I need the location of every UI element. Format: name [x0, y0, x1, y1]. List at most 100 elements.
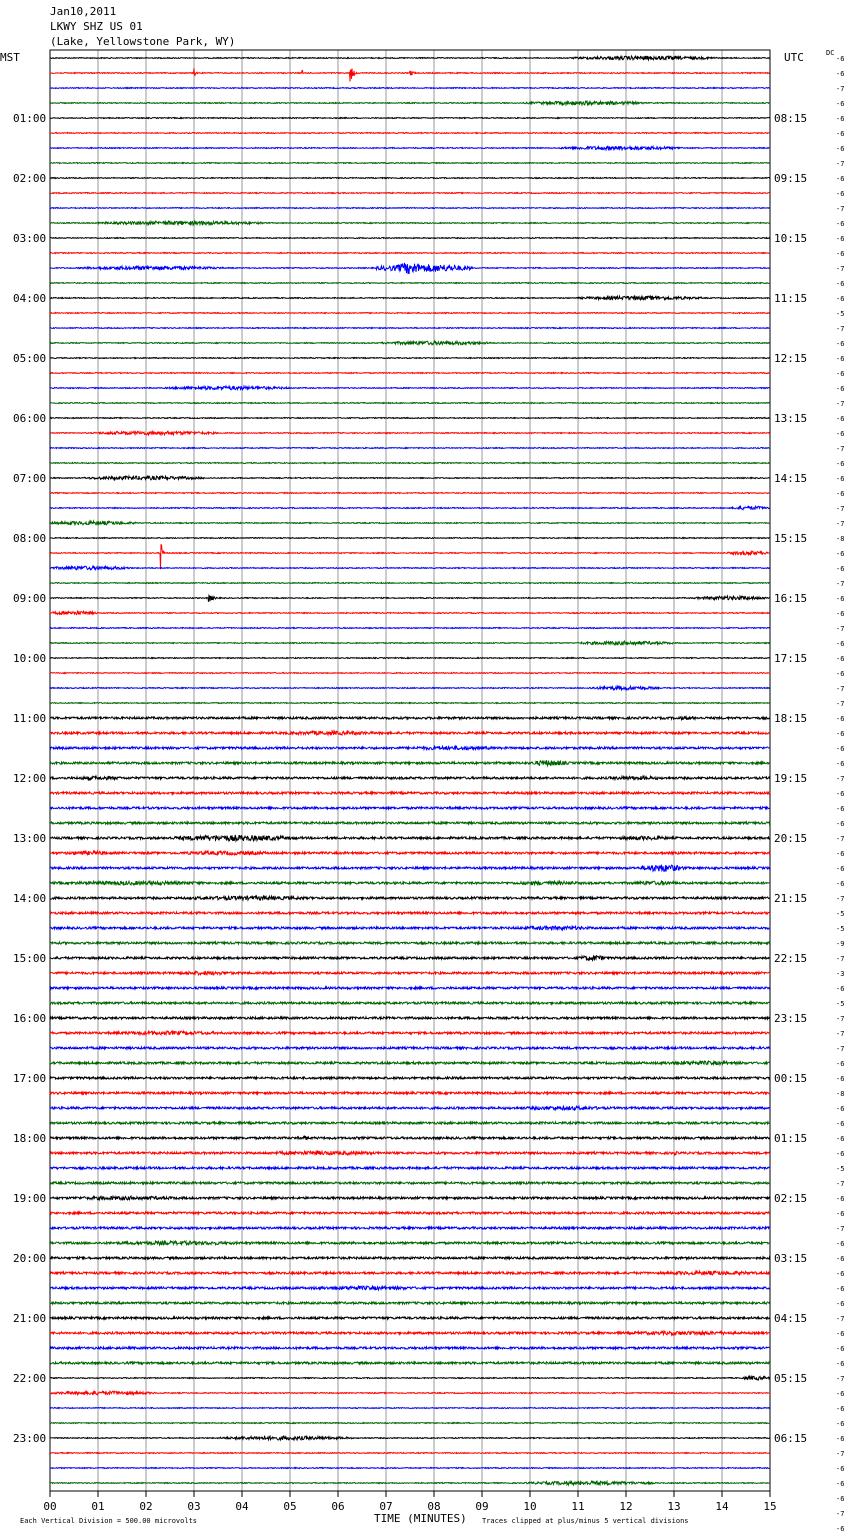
dc-value: -8: [836, 535, 844, 543]
right-hour-label: 16:15: [774, 592, 807, 605]
trace-row-18: [49, 326, 771, 330]
trace-row-51: [49, 820, 771, 826]
trace-row-91: [49, 1421, 771, 1425]
dc-value: -6: [836, 1195, 844, 1203]
trace-row-24: [49, 416, 771, 420]
dc-value: -7: [836, 1375, 844, 1383]
dc-value: -6: [836, 760, 844, 768]
left-hour-label: 03:00: [13, 232, 46, 245]
dc-value: -6: [836, 1120, 844, 1128]
trace-row-81: [49, 1269, 771, 1277]
trace-row-40: [49, 656, 771, 660]
trace-row-60: [49, 954, 771, 962]
left-hour-label: 14:00: [13, 892, 46, 905]
trace-row-31: [49, 519, 771, 527]
trace-row-36: [49, 593, 771, 602]
trace-row-7: [49, 161, 771, 165]
left-hour-labels: 01:00 02:00 03:00 04:00 05:00 06:00 07:00 08:00…: [13, 112, 46, 1445]
trace-row-75: [49, 1180, 771, 1186]
left-hour-label: 02:00: [13, 172, 46, 185]
dc-value: -6: [836, 1330, 844, 1338]
right-hour-label: 02:15: [774, 1192, 807, 1205]
trace-row-27: [49, 461, 771, 465]
dc-value: -7: [836, 1030, 844, 1038]
dc-value: -6: [836, 280, 844, 288]
dc-value: -3: [836, 970, 844, 978]
trace-row-32: [49, 536, 771, 540]
x-tick-label: 07: [379, 1500, 392, 1513]
trace-row-14: [49, 262, 771, 274]
trace-row-86: [49, 1345, 771, 1352]
left-hour-label: 21:00: [13, 1312, 46, 1325]
trace-row-1: [49, 68, 771, 82]
trace-row-72: [49, 1135, 771, 1142]
x-axis: 00 01 02 03 04 05 06 07 08 09 10 11 12 13 14 15: [43, 1491, 777, 1513]
dc-value: -6: [836, 490, 844, 498]
right-hour-label: 14:15: [774, 472, 807, 485]
dc-value: -6: [836, 1480, 844, 1488]
trace-row-25: [49, 429, 771, 437]
dc-value: -7: [836, 835, 844, 843]
dc-value: -6: [836, 565, 844, 573]
dc-value: -6: [836, 880, 844, 888]
trace-row-16: [49, 294, 771, 302]
dc-value: -6: [836, 1345, 844, 1353]
dc-value: -7: [836, 505, 844, 513]
dc-value: -7: [836, 445, 844, 453]
dc-value: -7: [836, 700, 844, 708]
dc-value: -7: [836, 625, 844, 633]
left-hour-label: 19:00: [13, 1192, 46, 1205]
dc-value: -9: [836, 940, 844, 948]
trace-row-48: [49, 774, 771, 782]
trace-row-47: [49, 759, 771, 768]
trace-row-46: [49, 744, 771, 752]
right-hour-label: 08:15: [774, 112, 807, 125]
right-hour-labels: 08:15 09:15 10:15 11:15 12:15 13:15 14:15 15:15…: [774, 112, 807, 1445]
dc-value: -6: [836, 1435, 844, 1443]
trace-row-80: [49, 1255, 771, 1261]
dc-value: -6: [836, 340, 844, 348]
x-tick-label: 10: [523, 1500, 536, 1513]
trace-row-95: [49, 1479, 771, 1487]
time-gridlines: [49, 49, 771, 1492]
trace-row-41: [49, 671, 771, 675]
right-hour-label: 03:15: [774, 1252, 807, 1265]
x-tick-label: 14: [715, 1500, 729, 1513]
dc-value: -7: [836, 400, 844, 408]
dc-value: -6: [836, 130, 844, 138]
trace-row-69: [49, 1090, 771, 1097]
dc-value: -6: [836, 655, 844, 663]
left-hour-label: 16:00: [13, 1012, 46, 1025]
dc-value: -6: [836, 235, 844, 243]
right-hour-label: 19:15: [774, 772, 807, 785]
dc-value: -6: [836, 100, 844, 108]
trace-row-50: [49, 805, 771, 812]
trace-row-0: [49, 54, 771, 62]
seismic-traces: [49, 54, 771, 1487]
plot-frame: [49, 49, 771, 1492]
right-hour-label: 06:15: [774, 1432, 807, 1445]
dc-value: -6: [836, 1075, 844, 1083]
dc-value: -6: [836, 1210, 844, 1218]
right-zone-label: UTC: [784, 51, 804, 64]
dc-value: -6: [836, 460, 844, 468]
trace-row-56: [49, 894, 771, 902]
dc-value: -7: [836, 85, 844, 93]
dc-value: -6: [836, 115, 844, 123]
dc-value: -7: [836, 955, 844, 963]
right-hour-label: 13:15: [774, 412, 807, 425]
dc-value: -6: [836, 1150, 844, 1158]
trace-row-38: [49, 626, 771, 630]
x-axis-title: TIME (MINUTES): [374, 1512, 467, 1525]
right-hour-label: 04:15: [774, 1312, 807, 1325]
trace-row-26: [49, 446, 771, 450]
x-tick-label: 12: [619, 1500, 632, 1513]
dc-value: -7: [836, 520, 844, 528]
dc-value: -7: [836, 1510, 844, 1518]
trace-row-93: [49, 1451, 771, 1455]
dc-value: -6: [836, 790, 844, 798]
trace-row-15: [49, 281, 771, 285]
trace-row-52: [49, 834, 771, 843]
right-hour-label: 23:15: [774, 1012, 807, 1025]
